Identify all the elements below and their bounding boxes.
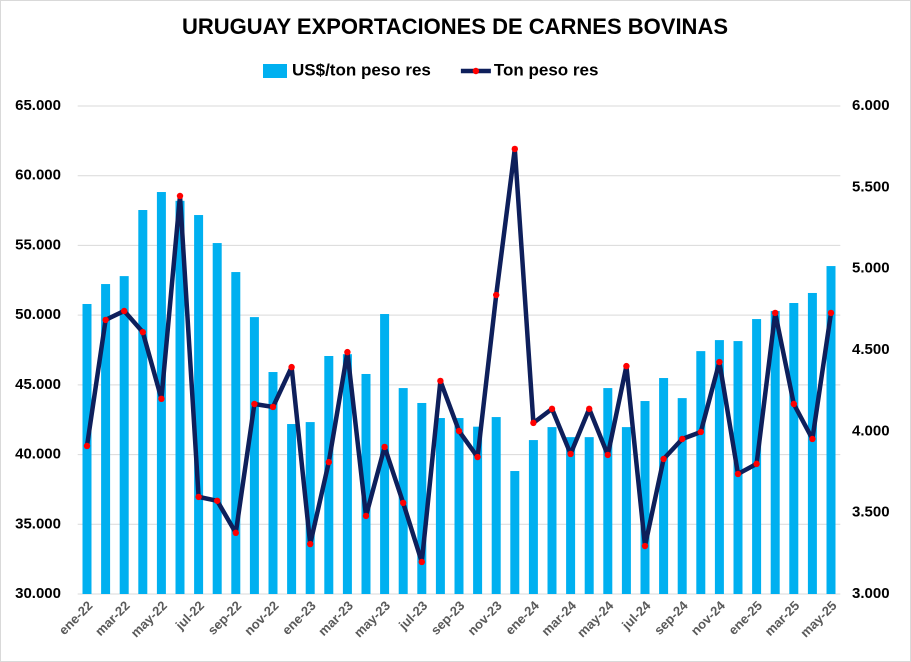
- bar: [826, 266, 836, 594]
- line-marker: [772, 309, 779, 317]
- line-marker: [83, 442, 91, 450]
- y2-tick-label: 6.000: [852, 97, 890, 114]
- bar: [435, 418, 445, 594]
- line-marker: [493, 291, 500, 299]
- bar: [547, 427, 557, 594]
- y2-tick-label: 4.000: [852, 422, 890, 439]
- bar: [417, 402, 427, 594]
- bar: [342, 354, 352, 594]
- line-marker: [214, 497, 221, 504]
- y-tick-label: 30.000: [15, 585, 61, 602]
- line-marker: [325, 458, 332, 466]
- line-marker: [790, 400, 797, 408]
- line-marker: [455, 427, 463, 435]
- bar: [119, 276, 129, 594]
- line-marker: [195, 493, 202, 501]
- line-marker: [362, 512, 370, 520]
- y2-tick-label: 3.500: [852, 504, 890, 521]
- line-marker: [418, 558, 425, 566]
- line-marker: [158, 395, 165, 402]
- line-marker: [400, 499, 407, 507]
- bar: [770, 310, 780, 594]
- line-marker: [567, 450, 574, 458]
- y2-tick-label: 3.000: [852, 585, 890, 602]
- line-marker: [604, 451, 611, 459]
- bar: [528, 440, 538, 594]
- line-marker: [102, 316, 109, 324]
- line-marker: [716, 358, 723, 366]
- line-marker: [660, 455, 667, 463]
- bar: [287, 424, 297, 594]
- legend-label: US$/ton peso res: [292, 60, 431, 79]
- bar: [714, 340, 724, 594]
- line-marker: [511, 145, 518, 153]
- y2-tick-label: 4.500: [852, 341, 890, 358]
- legend-swatch: [263, 64, 287, 78]
- bar: [101, 284, 111, 594]
- bar: [249, 317, 259, 594]
- line-marker: [288, 363, 295, 371]
- line-marker: [437, 377, 444, 385]
- line-marker: [251, 400, 258, 408]
- bar: [305, 422, 315, 594]
- bar: [491, 417, 501, 594]
- bar: [789, 303, 799, 594]
- line-marker: [809, 435, 816, 443]
- line-marker: [121, 307, 128, 315]
- bar: [584, 437, 594, 594]
- line-marker: [623, 362, 630, 370]
- bar: [659, 378, 669, 594]
- line-marker: [641, 542, 649, 550]
- bar: [807, 292, 817, 594]
- bar: [473, 426, 483, 594]
- bar: [510, 471, 520, 594]
- bar: [138, 210, 148, 594]
- y-tick-label: 45.000: [15, 376, 61, 393]
- line-marker: [734, 470, 742, 478]
- bar: [603, 388, 613, 594]
- bar: [324, 355, 334, 594]
- line-marker: [176, 192, 184, 200]
- line-marker: [344, 348, 351, 356]
- line-marker: [381, 443, 388, 451]
- line-marker: [474, 453, 481, 461]
- bar: [640, 401, 650, 594]
- line-marker: [307, 540, 314, 548]
- bar: [566, 437, 576, 594]
- y-tick-label: 50.000: [15, 306, 61, 323]
- bar: [621, 427, 631, 594]
- line-marker: [530, 419, 537, 427]
- y2-tick-label: 5.000: [852, 260, 890, 277]
- bar: [231, 272, 241, 594]
- chart-title: URUGUAY EXPORTACIONES DE CARNES BOVINAS: [182, 14, 728, 39]
- line-marker: [679, 435, 686, 443]
- legend-swatch-marker: [472, 67, 480, 75]
- bar: [194, 215, 204, 594]
- y-tick-label: 55.000: [15, 236, 61, 253]
- line-marker: [586, 405, 593, 413]
- line-marker: [139, 328, 146, 336]
- bar: [677, 398, 687, 594]
- line-marker: [697, 428, 704, 436]
- bar: [696, 351, 706, 594]
- bar: [454, 418, 464, 594]
- y-tick-label: 40.000: [15, 446, 61, 463]
- bar: [212, 243, 222, 594]
- line-marker: [548, 405, 556, 413]
- line-marker: [827, 309, 835, 317]
- y-tick-label: 60.000: [15, 167, 61, 184]
- line-marker: [753, 460, 760, 468]
- line-marker: [232, 529, 239, 537]
- y-tick-label: 35.000: [15, 515, 61, 532]
- bar: [398, 388, 408, 594]
- y-tick-label: 65.000: [15, 97, 61, 114]
- legend-label: Ton peso res: [494, 60, 599, 79]
- bar: [175, 200, 185, 594]
- bar: [268, 372, 278, 594]
- line-marker: [269, 403, 277, 411]
- bar: [361, 373, 371, 594]
- y2-tick-label: 5.500: [852, 178, 890, 195]
